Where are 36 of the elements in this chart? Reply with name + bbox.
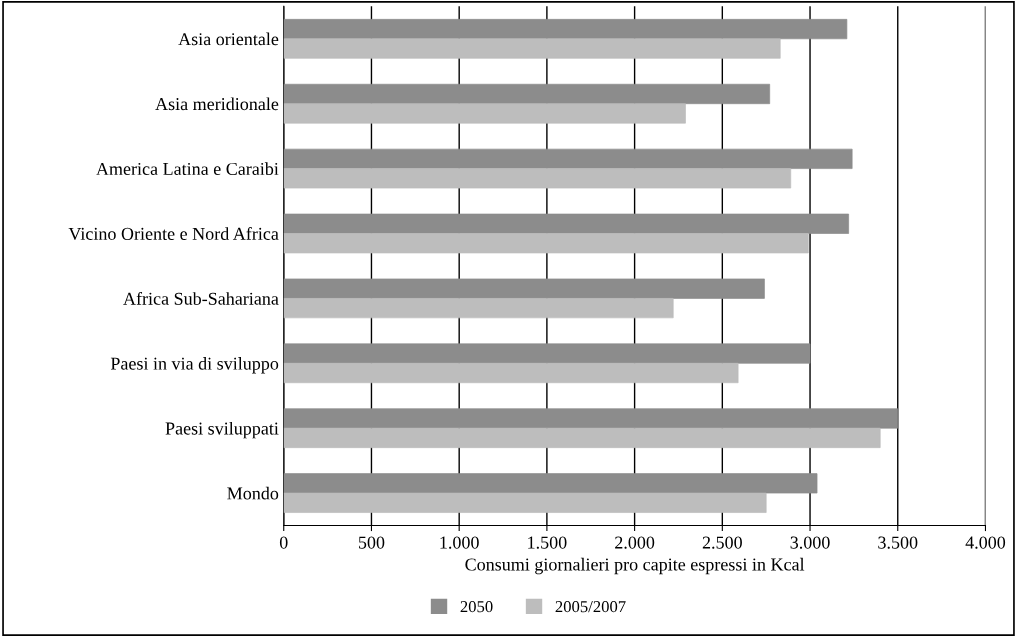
- bar: [283, 148, 853, 169]
- x-tick-label: 2.000: [615, 536, 655, 549]
- bar: [283, 233, 809, 254]
- bar: [283, 362, 739, 384]
- bar: [283, 278, 765, 299]
- bar: [283, 38, 781, 59]
- x-tick-label: 3.000: [790, 536, 830, 549]
- y-tick-label: Mondo: [227, 486, 279, 500]
- y-tick-label: Africa Sub-Sahariana: [123, 291, 279, 305]
- legend-label: 2050: [460, 601, 493, 613]
- bar: [283, 168, 792, 189]
- y-tick-label: Asia orientale: [178, 32, 279, 46]
- x-tick-label: 500: [358, 536, 385, 549]
- bar: [283, 427, 881, 448]
- y-tick-label: America Latina e Caraibi: [96, 162, 279, 176]
- bar: [283, 83, 771, 105]
- y-tick-label: Asia meridionale: [155, 97, 279, 111]
- x-tick-label: 2.500: [702, 536, 742, 549]
- x-tick-label: 0: [279, 536, 288, 549]
- y-tick-label: Paesi in via di sviluppo: [110, 357, 279, 374]
- bar: [283, 492, 767, 513]
- y-tick-label: Vicino Oriente e Nord Africa: [68, 227, 279, 241]
- bar: [283, 19, 848, 40]
- bar: [283, 408, 899, 429]
- bar: [283, 343, 811, 364]
- bar: [283, 473, 818, 494]
- bar: [283, 298, 674, 319]
- x-tick-label: 1.500: [528, 536, 567, 549]
- y-tick-label: Paesi sviluppati: [165, 421, 279, 439]
- legend-label: 2005/2007: [555, 601, 626, 613]
- x-axis-title: Consumi giornalieri pro capite espressi in Kcal: [465, 557, 805, 575]
- x-tick-label: 4.000: [965, 536, 1006, 549]
- bar: [283, 103, 686, 124]
- x-tick-label: 1.000: [440, 536, 479, 549]
- bar: [283, 213, 849, 234]
- x-tick-label: 3.500: [878, 536, 918, 549]
